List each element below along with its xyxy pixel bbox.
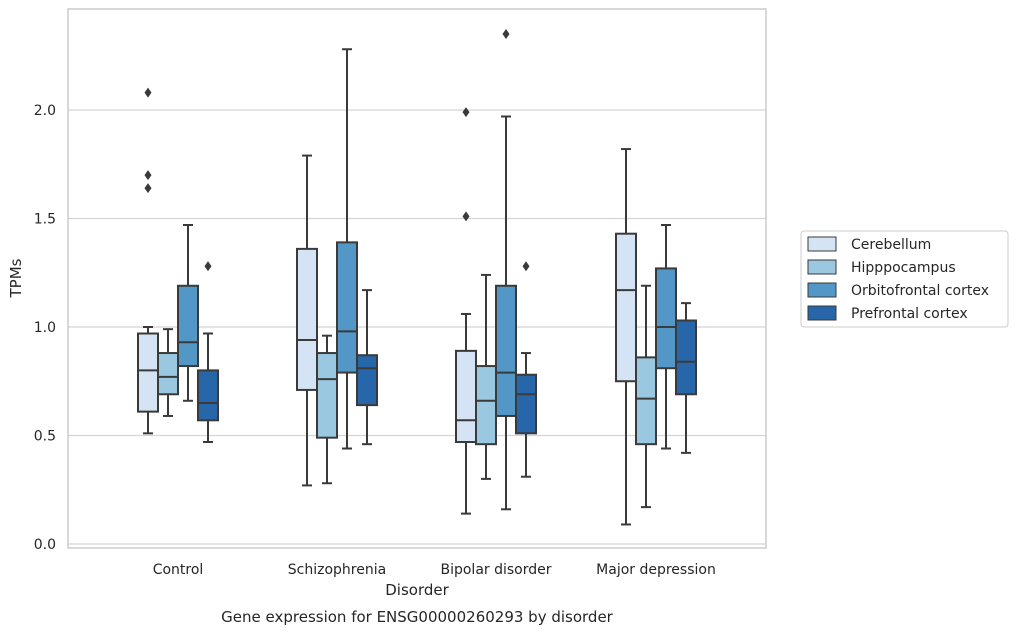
box-iqr xyxy=(356,354,378,407)
outlier-point xyxy=(144,170,152,181)
x-axis-label: Disorder xyxy=(385,581,449,599)
box-hipppocampus xyxy=(475,273,497,480)
box-orbitofrontal-cortex xyxy=(177,224,199,402)
box-iqr xyxy=(157,352,179,396)
box-hipppocampus xyxy=(157,328,179,417)
outlier-point xyxy=(204,261,212,272)
box-hipppocampus xyxy=(316,334,338,485)
legend-frame xyxy=(800,230,1009,328)
y-tick-label: 0.0 xyxy=(34,537,56,553)
legend-swatch xyxy=(807,305,837,321)
box-orbitofrontal-cortex xyxy=(655,224,677,450)
y-tick-label: 1.0 xyxy=(34,320,56,336)
box-iqr xyxy=(635,356,657,446)
x-tick-label: Schizophrenia xyxy=(288,562,386,578)
box-iqr xyxy=(316,352,338,439)
legend-swatch xyxy=(807,282,837,298)
box-iqr xyxy=(197,369,219,422)
x-tick-label: Bipolar disorder xyxy=(440,562,551,578)
box-hipppocampus xyxy=(635,284,657,509)
y-tick-label: 1.5 xyxy=(34,212,56,228)
box-cerebellum xyxy=(455,107,477,515)
box-iqr xyxy=(495,284,517,417)
box-iqr xyxy=(137,332,159,413)
legend-label: Cerebellum xyxy=(851,237,931,253)
box-iqr xyxy=(336,241,358,374)
y-tick-label: 0.5 xyxy=(34,429,56,445)
box-cerebellum xyxy=(137,87,159,435)
box-prefrontal-cortex xyxy=(675,302,697,454)
outlier-point xyxy=(522,261,530,272)
plot-area-frame xyxy=(67,8,767,549)
legend: Cerebellum Hipppocampus Orbitofrontal cort… xyxy=(800,230,1009,328)
box-orbitofrontal-cortex xyxy=(495,29,517,511)
box-iqr xyxy=(296,247,318,391)
legend-swatch xyxy=(807,236,837,252)
x-tick-label: Major depression xyxy=(596,562,716,578)
box-cerebellum xyxy=(296,154,318,487)
y-axis-ticks: 0.0 0.5 1.0 1.5 2.0 xyxy=(34,103,56,553)
box-iqr xyxy=(615,232,637,383)
legend-label: Hipppocampus xyxy=(851,260,956,276)
box-cerebellum xyxy=(615,148,637,526)
outlier-point xyxy=(502,29,510,40)
outlier-point xyxy=(144,87,152,98)
legend-swatch xyxy=(807,259,837,275)
box-iqr xyxy=(655,267,677,370)
box-prefrontal-cortex xyxy=(356,289,378,446)
chart-caption: Gene expression for ENSG00000260293 by d… xyxy=(221,608,614,626)
box-orbitofrontal-cortex xyxy=(336,48,358,450)
y-tick-label: 2.0 xyxy=(34,103,56,119)
box-prefrontal-cortex xyxy=(197,261,219,444)
box-iqr xyxy=(515,373,537,435)
outlier-point xyxy=(144,183,152,194)
box-iqr xyxy=(455,349,477,444)
outlier-point xyxy=(462,211,470,222)
x-tick-label: Control xyxy=(153,562,204,578)
box-iqr xyxy=(475,365,497,446)
box-iqr xyxy=(675,319,697,396)
legend-label: Prefrontal cortex xyxy=(851,306,968,322)
box-prefrontal-cortex xyxy=(515,261,537,478)
outlier-point xyxy=(462,107,470,118)
y-axis-label: TPMs xyxy=(7,258,25,298)
x-axis-ticks: Control Schizophrenia Bipolar disorder Majo… xyxy=(153,562,716,578)
legend-label: Orbitofrontal cortex xyxy=(851,283,989,299)
box-plots xyxy=(137,29,697,526)
box-iqr xyxy=(177,284,199,368)
